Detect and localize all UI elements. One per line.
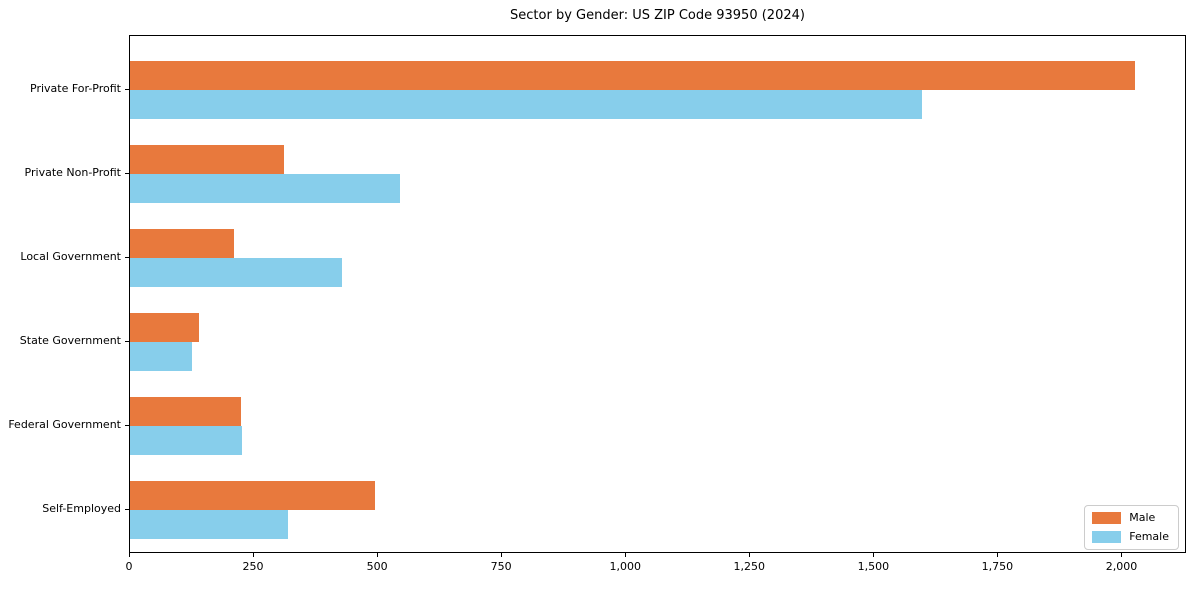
ytick-mark [125,340,129,342]
xtick-mark [749,553,751,557]
legend-label-female: Female [1129,530,1169,543]
bar-female-1 [130,173,400,203]
ytick-mark [125,88,129,90]
ytick-label: Private Non-Profit [24,165,121,179]
ytick-label: Self-Employed [42,501,121,515]
xtick-mark [625,553,627,557]
ytick-label: State Government [19,333,121,347]
ytick-label: Local Government [20,249,121,263]
ytick-mark [125,508,129,510]
bar-male-4 [130,396,241,426]
xtick-mark [997,553,999,557]
legend: Male Female [1084,505,1179,550]
ytick-label: Federal Government [8,417,121,431]
bar-female-3 [130,341,192,371]
bar-male-0 [130,60,1136,90]
legend-item-male: Male [1092,511,1169,525]
legend-swatch-male [1092,512,1122,524]
ytick-mark [125,256,129,258]
legend-swatch-female [1092,531,1122,543]
ytick-mark [125,172,129,174]
xtick-label: 0 [125,560,133,573]
xtick-label: 1,500 [857,560,890,573]
xtick-mark [873,553,875,557]
xtick-label: 1,250 [733,560,766,573]
chart-title: Sector by Gender: US ZIP Code 93950 (202… [510,8,805,23]
ytick-label: Private For-Profit [30,81,121,95]
bar-female-2 [130,257,342,287]
bar-male-2 [130,228,234,258]
xtick-mark [501,553,503,557]
legend-item-female: Female [1092,530,1169,544]
bar-male-3 [130,312,200,342]
xtick-label: 250 [242,560,264,573]
bar-female-4 [130,425,242,455]
xtick-label: 1,000 [609,560,641,573]
bar-female-0 [130,89,923,119]
xtick-mark [1121,553,1123,557]
xtick-mark [377,553,379,557]
legend-label-male: Male [1129,511,1156,524]
xtick-label: 2,000 [1105,560,1138,573]
xtick-mark [253,553,255,557]
xtick-label: 500 [366,560,388,573]
xtick-label: 750 [490,560,512,573]
bar-male-5 [130,480,376,510]
bar-female-5 [130,509,288,539]
xtick-mark [129,553,130,557]
xtick-label: 1,750 [981,560,1014,573]
ytick-mark [125,424,129,426]
plot-area: Male Female [129,35,1186,553]
bar-male-1 [130,144,284,174]
